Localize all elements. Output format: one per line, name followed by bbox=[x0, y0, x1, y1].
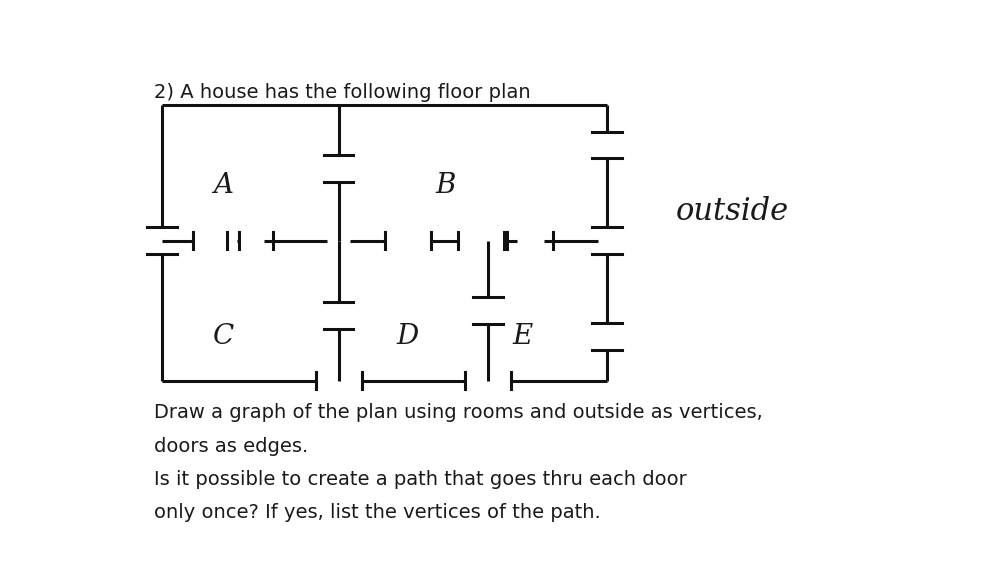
Text: Is it possible to create a path that goes thru each door: Is it possible to create a path that goe… bbox=[154, 470, 687, 489]
Text: 2) A house has the following floor plan: 2) A house has the following floor plan bbox=[154, 83, 531, 102]
Text: B: B bbox=[436, 172, 456, 199]
Text: only once? If yes, list the vertices of the path.: only once? If yes, list the vertices of … bbox=[154, 503, 601, 523]
Text: Draw a graph of the plan using rooms and outside as vertices,: Draw a graph of the plan using rooms and… bbox=[154, 403, 763, 422]
Text: A: A bbox=[214, 172, 234, 199]
Text: outside: outside bbox=[676, 197, 789, 227]
Text: C: C bbox=[213, 323, 234, 350]
Text: E: E bbox=[513, 323, 533, 350]
Text: doors as edges.: doors as edges. bbox=[154, 436, 309, 455]
Text: D: D bbox=[397, 323, 419, 350]
